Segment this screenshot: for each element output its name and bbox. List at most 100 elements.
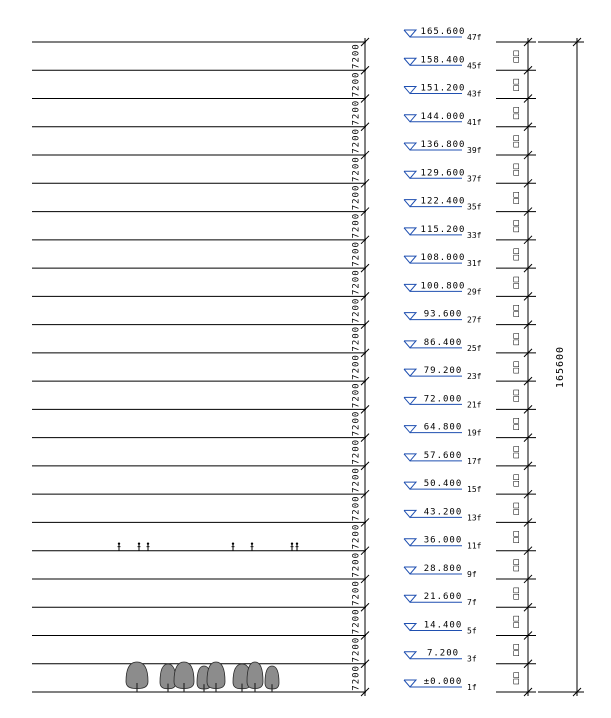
elevation-marker-triangle [403, 199, 418, 208]
elevation-marker-triangle [403, 86, 418, 95]
right-dimension-label: □□ [512, 219, 522, 232]
floor-label: 37f [467, 174, 482, 183]
right-dimension-label: □□ [512, 474, 522, 487]
floor-height-label: 7200 [352, 580, 362, 606]
floor-label: 39f [467, 146, 482, 155]
elevation-marker-triangle [403, 622, 418, 632]
elevation-marker-triangle [403, 227, 418, 236]
floor-lines [32, 41, 366, 693]
right-dimension-label: □□ [512, 445, 522, 458]
right-dimension-tick [523, 687, 533, 697]
elevation-marker-triangle [403, 594, 418, 603]
floor-height-label: 7200 [352, 609, 362, 635]
right-dimension-tick [523, 150, 533, 160]
right-dimension-tick [523, 94, 533, 103]
floor-height-label: 7200 [352, 43, 362, 69]
right-dimension-tick [523, 602, 533, 612]
elevation-value: 93.600 [424, 310, 463, 320]
floor-height-label: 7200 [352, 354, 362, 380]
floor-height-label: 7200 [352, 467, 362, 493]
floor-label: 15f [467, 485, 482, 494]
right-dimension-label: □□ [512, 332, 522, 345]
right-dimension-label: □□ [512, 106, 522, 119]
overall-dimension-tick [572, 687, 582, 697]
dimension-tick [360, 574, 370, 584]
elevation-value: 144.000 [421, 112, 466, 122]
dimension-tick [360, 207, 370, 216]
right-dimension-tick [523, 461, 533, 471]
right-dimension-label: □□ [512, 615, 522, 628]
elevation-marker-triangle [403, 453, 418, 462]
right-dimension-tick [523, 631, 533, 640]
right-dimension-tick [523, 489, 533, 499]
tree [264, 665, 280, 692]
elevation-value: 72.000 [424, 394, 463, 404]
dimension-tick [360, 518, 370, 527]
tree [173, 661, 195, 692]
dimension-tick [360, 433, 370, 443]
floor-label: 35f [467, 203, 482, 212]
right-dimension-tick [523, 574, 533, 584]
elevation-marker-triangle [403, 340, 418, 349]
elevation-value: 100.800 [421, 281, 466, 291]
tree-crown [173, 661, 195, 689]
elevation-value: 50.400 [424, 479, 463, 489]
elevation-marker-triangle [403, 651, 418, 660]
dimension-tick [360, 263, 370, 273]
right-dimension-tick [523, 235, 533, 245]
scale-figures [117, 542, 299, 551]
overall-height-dimension: 165600 [538, 37, 584, 697]
right-dimension-tick [523, 433, 533, 443]
right-dimension-tick [523, 263, 533, 273]
elevation-value: 28.800 [424, 564, 463, 574]
right-dimension-tick [523, 348, 533, 358]
right-dimension-tick [523, 376, 533, 386]
human-figure [250, 542, 254, 551]
floor-label: 9f [467, 570, 477, 579]
elevation-value: 108.000 [421, 253, 466, 263]
right-dimension-label: □□ [512, 502, 522, 515]
overall-dimension-tick [572, 37, 582, 47]
elevation-value: 115.200 [421, 225, 466, 235]
elevation-marker-triangle [403, 481, 418, 490]
right-dimension-label: □□ [512, 389, 522, 402]
right-dimension-label: □□ [512, 587, 522, 600]
elevation-value: 57.600 [424, 451, 463, 461]
floor-label: 45f [467, 61, 482, 70]
right-dimension-label: □□ [512, 671, 522, 684]
right-dimension-label: □□ [512, 417, 522, 430]
elevation-marker-triangle [403, 396, 418, 406]
right-dimension-tick [523, 659, 533, 669]
figure-head [117, 542, 121, 545]
dimension-tick [360, 687, 370, 697]
elevation-value: 64.800 [424, 423, 463, 433]
tree-row [125, 661, 280, 692]
elevation-marker-triangle [403, 425, 418, 434]
tree [125, 661, 149, 692]
dimension-tick [360, 659, 370, 669]
elevation-marker-triangle [403, 57, 418, 67]
dimension-tick [360, 320, 370, 329]
tree [246, 661, 264, 692]
dimension-tick [360, 178, 370, 188]
dimension-tick [360, 489, 370, 499]
floor-label: 19f [467, 429, 482, 438]
right-dimension-tick [523, 291, 533, 301]
human-figure [146, 542, 150, 551]
right-dimension-label: □□ [512, 248, 522, 261]
floor-height-label: 7200 [352, 100, 362, 126]
dimension-tick [360, 631, 370, 640]
dimension-tick [360, 37, 370, 47]
floor-height-label: 7200 [352, 411, 362, 437]
floor-label: 29f [467, 287, 482, 296]
floor-height-label: 7200 [352, 156, 362, 182]
figure-head [137, 542, 141, 545]
dimension-tick [360, 122, 370, 132]
floor-label: 17f [467, 457, 482, 466]
right-dimension-label: □□ [512, 558, 522, 571]
floor-height-label: 7200 [352, 326, 362, 352]
right-dimension-label: □□ [512, 304, 522, 317]
floor-label: 3f [467, 655, 477, 664]
floor-label: 1f [467, 683, 477, 692]
